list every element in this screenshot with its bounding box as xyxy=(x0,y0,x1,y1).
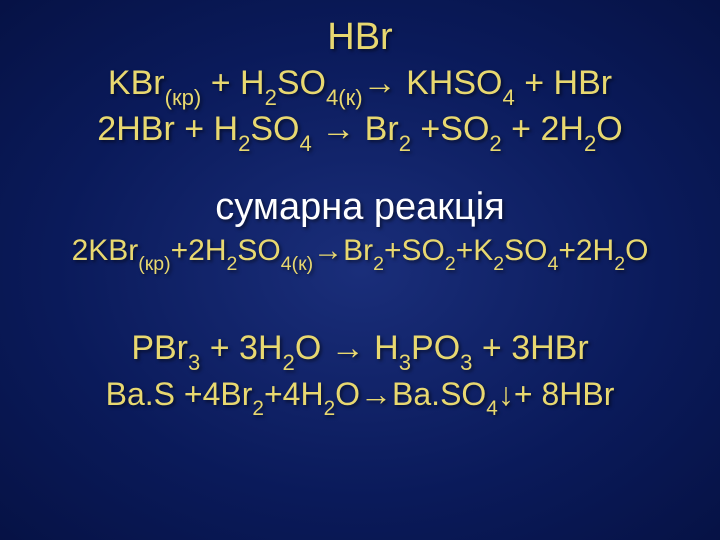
equation-3: PBr3 + 3H2O → H3PO3 + 3HBr xyxy=(131,327,588,373)
slide-title: HBr xyxy=(327,14,392,62)
equation-1: KBr(кр) + H2SO4(к)→ KHSO4 + HBr xyxy=(108,62,612,108)
chemistry-slide: HBr KBr(кр) + H2SO4(к)→ KHSO4 + HBr 2HBr… xyxy=(0,0,720,540)
subtitle-summary: сумарна реакція xyxy=(215,184,504,232)
equation-2: 2HBr + H2SO4 → Br2 +SO2 + 2H2O xyxy=(97,108,622,154)
equation-summary: 2KBr(кр)+2H2SO4(к)→Br2+SO2+K2SO4+2H2O xyxy=(72,232,649,273)
equation-4: Ba.S +4Br2+4H2O→Ba.SO4↓+ 8HBr xyxy=(106,374,615,419)
